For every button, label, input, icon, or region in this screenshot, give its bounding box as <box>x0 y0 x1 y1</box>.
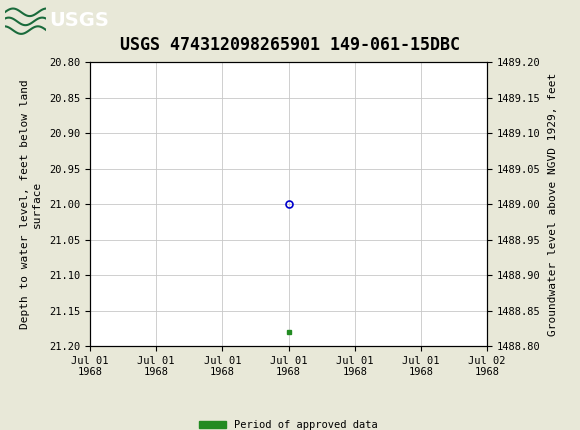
Y-axis label: Groundwater level above NGVD 1929, feet: Groundwater level above NGVD 1929, feet <box>548 73 557 336</box>
Legend: Period of approved data: Period of approved data <box>195 416 382 430</box>
Y-axis label: Depth to water level, feet below land
surface: Depth to water level, feet below land su… <box>20 80 42 329</box>
Text: USGS: USGS <box>49 11 109 30</box>
Text: USGS 474312098265901 149-061-15DBC: USGS 474312098265901 149-061-15DBC <box>120 36 460 54</box>
